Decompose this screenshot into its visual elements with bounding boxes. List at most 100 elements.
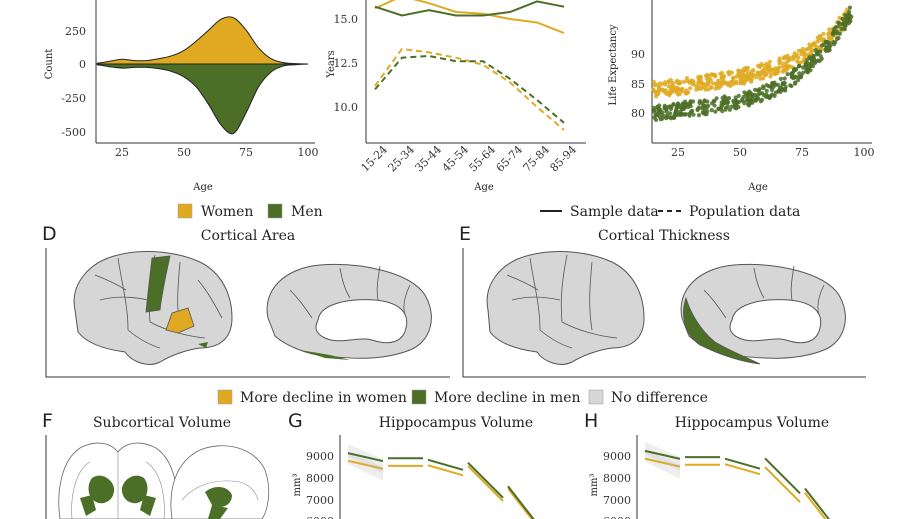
panel-c-point-women [653, 94, 659, 99]
panel-c-point-men [761, 93, 767, 98]
panel-c-point-men [664, 116, 669, 121]
panel-g-segment-men [467, 461, 504, 499]
panel-c-point-women [724, 80, 730, 86]
panel-c-point-men [806, 66, 811, 71]
panel-c-ytick: 90 [631, 48, 645, 61]
panel-c-point-men [789, 75, 795, 80]
panel-b-xtick: 35-44 [413, 143, 445, 175]
panel-g-ytick: 8000 [306, 472, 334, 485]
panel-c-point-men [712, 103, 717, 108]
panel-c-ytick: 95 [631, 0, 645, 3]
sagittal-region [205, 486, 232, 507]
panel-c-point-men [807, 61, 812, 66]
panel-c-point-men [811, 56, 817, 62]
panel-e-letter: E [459, 223, 471, 245]
panel-h-ytick: 9000 [603, 450, 631, 463]
panel-a: 250 0 -250 -500 25 50 75 100 Count Age [44, 0, 319, 193]
panel-c-xtick: 75 [795, 146, 809, 159]
panel-c-point-men [687, 102, 692, 107]
panel-g: G Hippocampus Volume 9000 8000 7000 6000… [288, 410, 535, 519]
panel-c-point-men [832, 27, 837, 32]
panel-c-point-women [762, 63, 767, 68]
legend-data: Sample data Population data [540, 204, 800, 220]
panel-c-point-women [721, 75, 726, 80]
panel-c-point-men [675, 102, 680, 107]
panel-d-frame [45, 248, 450, 378]
panel-c-point-women [697, 85, 702, 90]
panel-c-point-men [818, 54, 823, 59]
panel-c-point-men [815, 52, 820, 57]
panel-c-point-women [757, 73, 762, 78]
panel-c-point-women [826, 32, 831, 37]
panel-c-point-women [781, 56, 786, 61]
panel-c-point-men [687, 111, 692, 116]
panel-d-letter: D [42, 223, 57, 245]
panel-c-point-women [730, 79, 735, 84]
panel-b-ytick: 15.0 [334, 13, 359, 26]
panel-c-point-women [758, 76, 763, 81]
panel-c-point-men [782, 86, 788, 91]
panel-c-point-women [670, 81, 676, 86]
panel-a-areas [96, 16, 309, 135]
panel-g-ylabel: mm³ [292, 474, 303, 497]
panel-c-point-men [723, 100, 728, 105]
coronal-folds [71, 452, 165, 519]
panel-c-point-women [803, 51, 808, 56]
panel-f-title: Subcortical Volume [93, 415, 231, 431]
panel-b-xtick: 85-94 [548, 143, 580, 175]
panel-c-point-women [738, 79, 744, 84]
panel-c-point-men [805, 57, 810, 62]
panel-g-segment-men [427, 458, 464, 471]
panel-c-point-men [668, 111, 673, 116]
panel-c-point-men [817, 58, 822, 64]
panel-c-point-men [798, 75, 804, 80]
legend-decline-none-label: No difference [611, 390, 708, 406]
panel-h-ci-band [645, 441, 680, 471]
panel-c-point-women [821, 31, 826, 36]
panel-c-point-women [706, 87, 711, 92]
panel-a-xtick: 50 [177, 146, 191, 159]
panel-b-xticks: 15-24 25-34 35-44 45-54 55-64 65-74 75-8… [359, 143, 580, 175]
panel-c-point-women [709, 72, 714, 77]
legend-population-label: Population data [689, 204, 800, 220]
panel-c-point-women [817, 34, 823, 39]
panel-c-point-women [708, 78, 713, 83]
sagittal-folds [181, 480, 259, 501]
panel-g-lines [347, 444, 535, 519]
panel-b-line-women-population [374, 47, 565, 131]
panel-c-point-men [756, 96, 761, 101]
panel-c-point-men [827, 47, 832, 52]
panel-e-medial-brain [680, 264, 846, 365]
panel-c-point-men [831, 32, 836, 37]
panel-e-frame [462, 248, 866, 378]
panel-c-point-women [712, 72, 718, 77]
panel-c-point-women [666, 79, 671, 84]
panel-a-ytick: 0 [79, 58, 86, 71]
panel-c-point-women [755, 63, 761, 68]
panel-c-point-men [711, 99, 716, 104]
panel-c-point-women [664, 91, 669, 96]
panel-c-ylabel: Life Expectancy [608, 24, 619, 106]
panel-c-point-men [733, 95, 738, 100]
panel-c-point-men [824, 44, 829, 50]
panel-c-point-men [772, 93, 777, 98]
panel-c-point-men [839, 26, 844, 32]
panel-c-points [651, 5, 854, 122]
panel-d-title: Cortical Area [201, 228, 296, 244]
panel-c-point-men [704, 112, 709, 117]
panel-g-segment-women [507, 487, 533, 519]
panel-e-lateral-brain [486, 251, 645, 365]
panel-c-point-men [722, 97, 727, 102]
panel-c-point-women [694, 87, 699, 92]
panel-c-point-men [796, 64, 802, 69]
legend-decline-men-label: More decline in men [434, 390, 581, 406]
panel-c-point-men [780, 82, 785, 87]
panel-b-ylabel: Years [326, 50, 337, 79]
medial-region-men [683, 296, 761, 365]
panel-c-point-men [789, 83, 794, 89]
panel-d: D Cortical Area [42, 223, 450, 378]
panel-c-point-men [727, 107, 733, 112]
panel-c-point-men [740, 97, 745, 102]
panel-c-point-men [657, 109, 663, 114]
